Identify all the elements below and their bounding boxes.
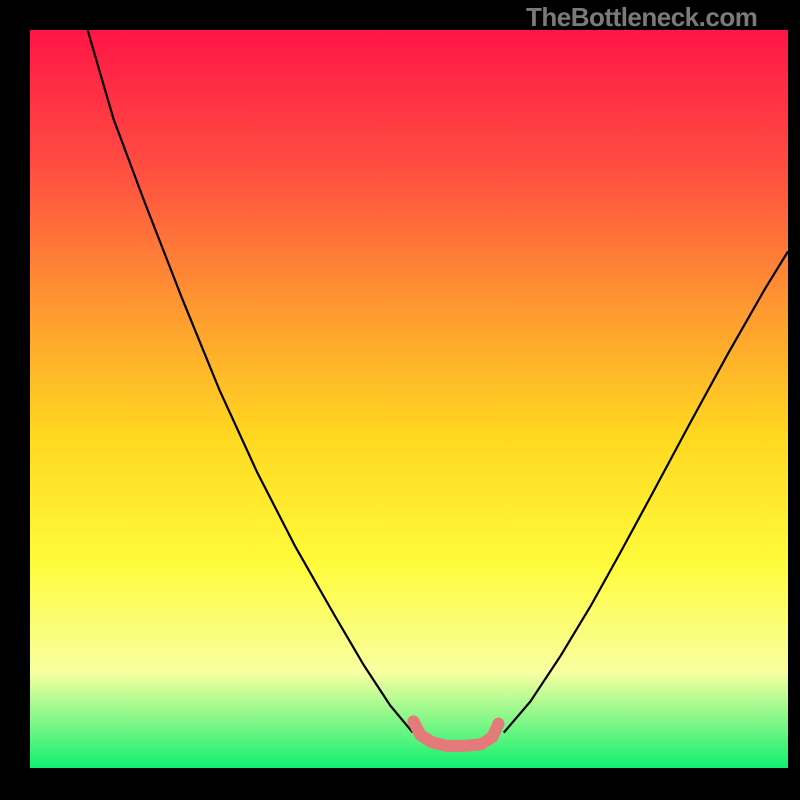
plot-area [30, 30, 788, 768]
watermark-text: TheBottleneck.com [526, 2, 757, 33]
heatmap-background [30, 30, 788, 768]
gradient-rect [30, 30, 788, 768]
optimal-zone-end-dot [492, 718, 504, 730]
optimal-zone-start-dot [408, 716, 420, 728]
